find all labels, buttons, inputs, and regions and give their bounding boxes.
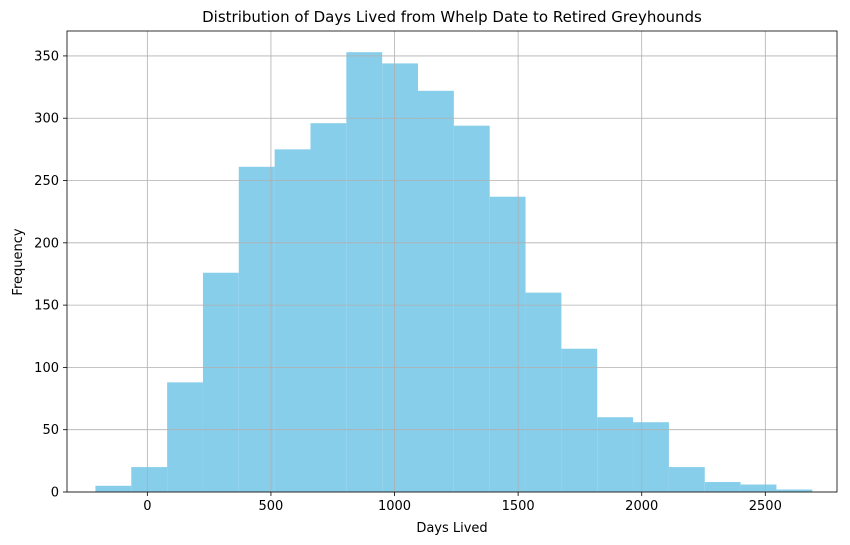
- y-tick-label-0: 0: [51, 486, 59, 501]
- histogram-bar-10: [453, 125, 490, 492]
- histogram-bar-16: [668, 467, 705, 492]
- histogram-bar-2: [167, 382, 203, 492]
- y-tick-label-6: 300: [34, 112, 59, 127]
- x-axis-title: Days Lived: [416, 521, 487, 536]
- histogram-bar-5: [274, 149, 311, 492]
- plot-frame: [66, 30, 838, 493]
- histogram-bar-7: [346, 52, 383, 492]
- histogram-bar-9: [418, 90, 454, 492]
- y-tick-label-3: 150: [34, 299, 59, 314]
- y-axis-title: Frequency: [11, 228, 26, 295]
- x-tick-label-1: 500: [259, 499, 284, 514]
- y-tick-label-4: 200: [34, 236, 59, 251]
- x-tick-label-4: 2000: [625, 499, 658, 514]
- x-tick-label-3: 1500: [502, 499, 535, 514]
- y-tick-label-2: 100: [34, 361, 59, 376]
- x-tick-label-5: 2500: [749, 499, 782, 514]
- histogram-bar-6: [310, 123, 347, 492]
- histogram-bar-8: [382, 63, 419, 493]
- histogram-bar-0: [95, 485, 132, 492]
- histogram-bar-15: [633, 422, 669, 492]
- x-tick-label-2: 1000: [378, 499, 411, 514]
- histogram-bar-18: [740, 484, 777, 492]
- histogram-bar-4: [238, 166, 275, 492]
- chart-title: Distribution of Days Lived from Whelp Da…: [202, 8, 702, 26]
- bars-group: [95, 52, 813, 493]
- histogram-bar-12: [525, 292, 562, 492]
- x-tick-label-0: 0: [143, 499, 151, 514]
- histogram-bar-3: [202, 272, 239, 492]
- y-tick-label-7: 350: [34, 49, 59, 64]
- histogram-bar-17: [704, 482, 741, 492]
- ticks-group: 0 500 1000 1500 2000 2500 0 50 100 150 200 250 300 35…: [34, 49, 782, 514]
- y-tick-label-5: 250: [34, 174, 59, 189]
- histogram-bar-19: [776, 489, 813, 492]
- histogram-bar-1: [131, 467, 168, 492]
- histogram-bar-13: [561, 348, 598, 492]
- histogram-bar-11: [489, 196, 526, 492]
- histogram-bar-14: [597, 417, 634, 492]
- grid-group: [67, 31, 837, 493]
- y-tick-label-1: 50: [42, 423, 59, 438]
